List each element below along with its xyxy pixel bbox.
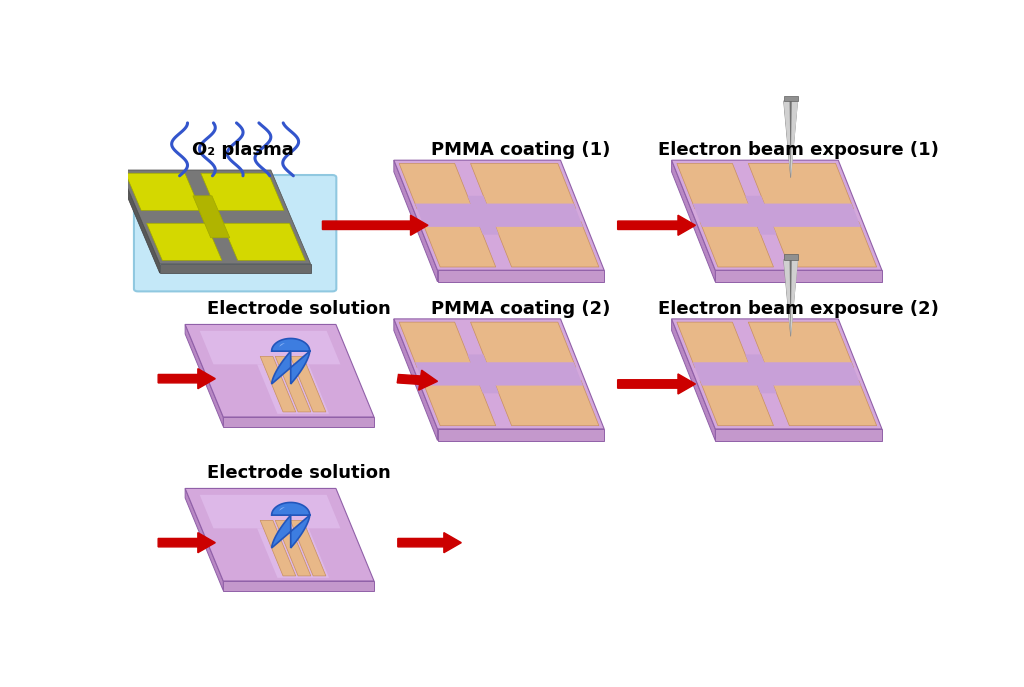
Polygon shape [471,164,575,209]
Polygon shape [185,488,223,591]
Polygon shape [771,222,877,267]
Polygon shape [415,362,583,385]
FancyArrow shape [617,374,695,394]
Polygon shape [700,381,773,426]
Polygon shape [280,343,285,347]
Polygon shape [672,160,715,282]
FancyBboxPatch shape [134,175,336,291]
Polygon shape [257,528,329,578]
Polygon shape [399,322,473,368]
Polygon shape [437,270,604,282]
FancyArrow shape [397,370,437,390]
Polygon shape [745,354,776,394]
Text: Electron beam exposure (1): Electron beam exposure (1) [658,141,939,159]
Polygon shape [494,381,599,426]
Polygon shape [394,160,437,282]
Polygon shape [160,264,310,273]
Polygon shape [468,196,499,235]
Polygon shape [422,381,496,426]
Polygon shape [677,164,751,209]
Polygon shape [751,210,771,221]
Polygon shape [672,319,715,440]
Polygon shape [783,101,791,178]
Polygon shape [749,322,854,368]
Polygon shape [185,324,374,417]
Polygon shape [473,210,494,221]
Text: Electron beam exposure (2): Electron beam exposure (2) [658,300,939,318]
Polygon shape [471,322,575,368]
Polygon shape [200,495,340,528]
FancyArrow shape [158,532,215,553]
Polygon shape [437,429,604,440]
Polygon shape [715,429,882,440]
FancyArrow shape [323,215,428,236]
Polygon shape [790,260,792,337]
Polygon shape [672,319,882,429]
Polygon shape [275,357,311,412]
Text: O₂ plasma: O₂ plasma [193,141,294,159]
Polygon shape [394,319,437,440]
FancyArrow shape [397,532,461,553]
Polygon shape [257,364,329,414]
Polygon shape [120,170,310,264]
Bar [783,254,798,260]
Text: Electrode solution: Electrode solution [207,300,390,318]
Polygon shape [260,520,296,576]
Polygon shape [125,173,201,210]
Polygon shape [271,339,309,384]
Polygon shape [468,354,499,394]
Text: PMMA coating (1): PMMA coating (1) [431,141,610,159]
Polygon shape [200,331,340,364]
Polygon shape [399,164,473,209]
Polygon shape [693,362,861,385]
Polygon shape [783,260,791,337]
Text: Electrode solution: Electrode solution [207,464,390,482]
Polygon shape [271,502,309,548]
Polygon shape [751,369,771,379]
Polygon shape [394,160,604,270]
Polygon shape [185,324,223,427]
Bar [783,95,798,101]
Polygon shape [790,101,792,178]
Text: PMMA coating (2): PMMA coating (2) [431,300,610,318]
Polygon shape [791,260,798,337]
Polygon shape [291,520,326,576]
Polygon shape [715,270,882,282]
Polygon shape [280,507,285,510]
Polygon shape [473,369,494,379]
Polygon shape [394,319,604,429]
Polygon shape [120,170,160,273]
Polygon shape [193,196,229,238]
Polygon shape [700,222,773,267]
Polygon shape [749,164,854,209]
Polygon shape [260,357,296,412]
Polygon shape [677,322,751,368]
Polygon shape [693,203,861,227]
Polygon shape [223,417,374,427]
Polygon shape [783,101,798,178]
FancyArrow shape [158,369,215,389]
FancyArrow shape [617,215,695,236]
Polygon shape [791,101,798,178]
Polygon shape [222,223,305,260]
Polygon shape [185,488,374,581]
Polygon shape [291,357,326,412]
Polygon shape [745,196,776,235]
Polygon shape [415,203,583,227]
Polygon shape [422,222,496,267]
Polygon shape [672,160,882,270]
Polygon shape [199,210,223,223]
Polygon shape [223,581,374,591]
Polygon shape [783,260,798,337]
Polygon shape [275,520,311,576]
Polygon shape [201,173,284,210]
Polygon shape [494,222,599,267]
Polygon shape [771,381,877,426]
Polygon shape [146,223,222,260]
